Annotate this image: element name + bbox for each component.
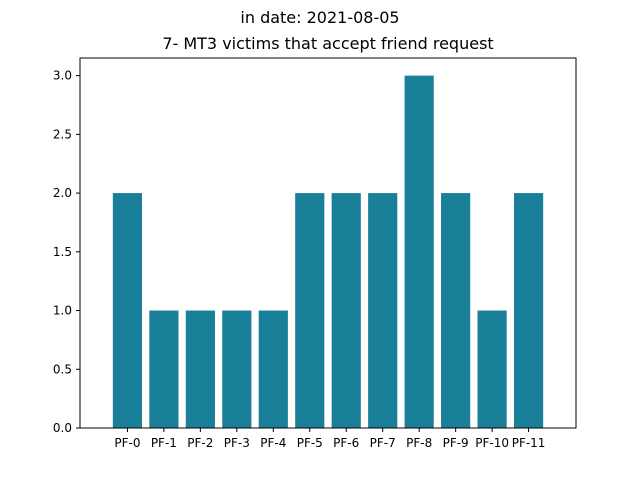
y-tick-label: 2.0 bbox=[53, 186, 72, 200]
x-tick-label: PF-4 bbox=[260, 436, 286, 450]
bar-pf-5 bbox=[295, 193, 325, 428]
x-tick-label: PF-9 bbox=[443, 436, 469, 450]
bar-pf-1 bbox=[149, 310, 179, 428]
bar-pf-10 bbox=[477, 310, 507, 428]
bar-pf-8 bbox=[404, 75, 434, 428]
x-tick-label: PF-5 bbox=[297, 436, 323, 450]
y-axis: 0.0 0.5 1.0 1.5 2.0 2.5 3.0 bbox=[53, 69, 80, 435]
plot-frame bbox=[79, 57, 577, 429]
y-tick-label: 3.0 bbox=[53, 69, 72, 83]
bar-pf-9 bbox=[441, 193, 471, 428]
x-axis: PF-0 PF-1 PF-2 PF-3 PF-4 PF-5 PF-6 PF-7 PF-8 PF-9… bbox=[114, 428, 545, 450]
bar-pf-6 bbox=[331, 193, 361, 428]
x-tick-label: PF-0 bbox=[114, 436, 140, 450]
y-tick-label: 0.5 bbox=[53, 362, 72, 376]
chart-title: 7- MT3 victims that accept friend reques… bbox=[162, 34, 493, 53]
figure-suptitle: in date: 2021-08-05 bbox=[240, 8, 399, 27]
bars-group bbox=[112, 75, 544, 428]
x-tick-label: PF-1 bbox=[151, 436, 177, 450]
bar-pf-4 bbox=[258, 310, 288, 428]
x-tick-label: PF-6 bbox=[333, 436, 359, 450]
bar-pf-7 bbox=[368, 193, 398, 428]
x-tick-label: PF-2 bbox=[187, 436, 213, 450]
bar-pf-2 bbox=[185, 310, 215, 428]
y-tick-label: 2.5 bbox=[53, 127, 72, 141]
y-tick-label: 1.5 bbox=[53, 245, 72, 259]
bar-pf-11 bbox=[514, 193, 544, 428]
y-tick-label: 0.0 bbox=[53, 421, 72, 435]
bar-pf-3 bbox=[222, 310, 252, 428]
x-tick-label: PF-10 bbox=[475, 436, 509, 450]
x-tick-label: PF-11 bbox=[512, 436, 546, 450]
y-tick-label: 1.0 bbox=[53, 304, 72, 318]
x-tick-label: PF-7 bbox=[370, 436, 396, 450]
x-tick-label: PF-3 bbox=[224, 436, 250, 450]
x-tick-label: PF-8 bbox=[406, 436, 432, 450]
bar-pf-0 bbox=[112, 193, 142, 428]
